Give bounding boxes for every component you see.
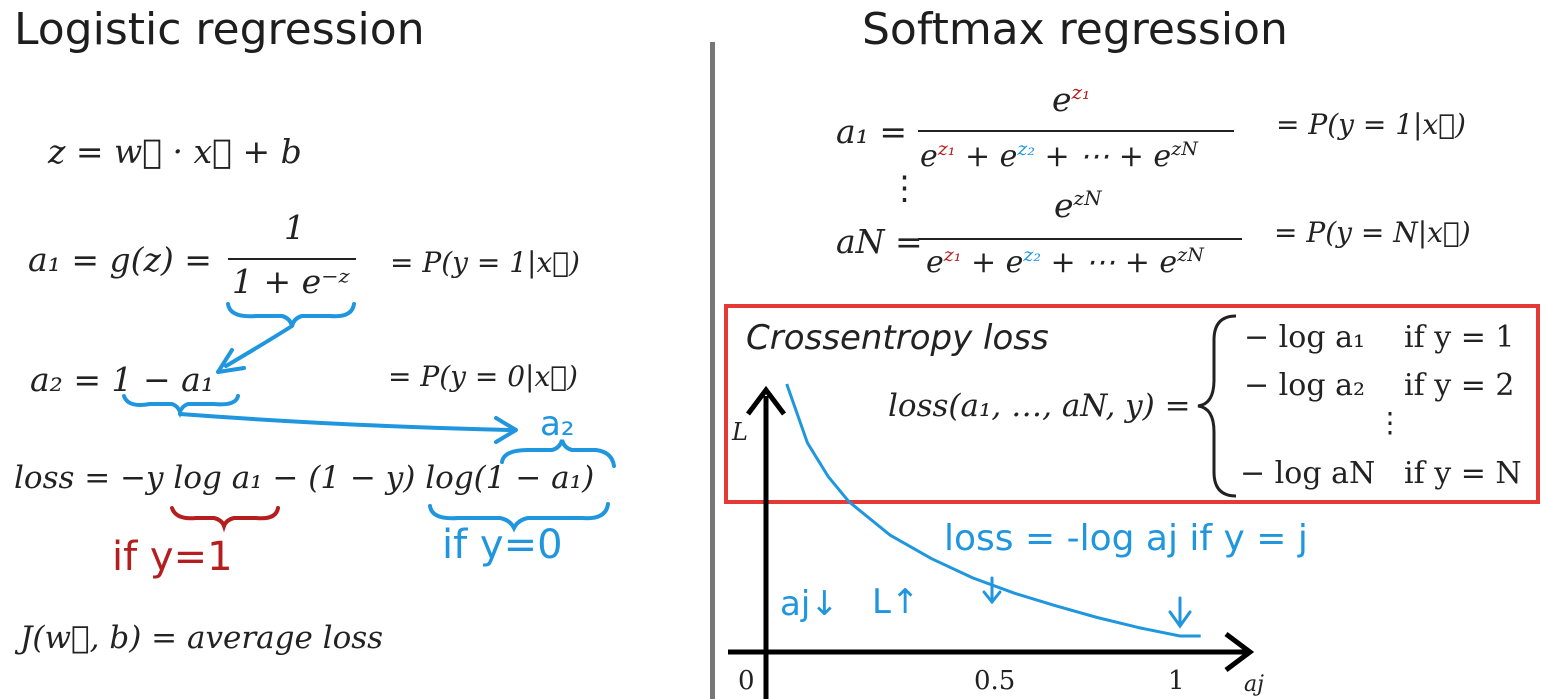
softmax-aN-fraction-bar xyxy=(918,238,1242,240)
eq-a1-denominator: 1 + e⁻ᶻ xyxy=(232,262,350,301)
softmax-aN-prob: = P(y = N|x⃗) xyxy=(1274,216,1471,249)
arrowhead-a2 xyxy=(216,348,246,374)
loss-curve xyxy=(785,383,1201,638)
eq-a2: a₂ = 1 − a₁ xyxy=(30,360,215,399)
x-tick-0.5: 0.5 xyxy=(974,666,1016,696)
arrow-down-end xyxy=(1168,596,1192,629)
softmax-a1-denominator: ez₁ + ez₂ + ⋯ + ezN xyxy=(920,138,1198,174)
note-if-y0: if y=0 xyxy=(442,522,563,568)
softmax-a1-numerator: ez₁ xyxy=(1052,80,1091,119)
note-if-y1: if y=1 xyxy=(112,534,233,580)
softmax-aN-denominator: ez₁ + ez₂ + ⋯ + ezN xyxy=(926,244,1204,280)
right-title: Softmax regression xyxy=(862,4,1288,55)
arrow-to-a2 xyxy=(224,324,294,368)
eq-a1-fraction-bar xyxy=(228,258,356,260)
note-loss-neg-log: loss = -log aj if y = j xyxy=(944,518,1308,559)
eq-a1-lhs: a₁ = g(z) = xyxy=(28,240,212,279)
crossentropy-title: Crossentropy loss xyxy=(746,318,1049,358)
vertical-dots: ⋮ xyxy=(888,168,921,207)
vertical-divider xyxy=(710,42,715,699)
case-N-expr: − log aN xyxy=(1240,456,1376,491)
blue-brace-under-log xyxy=(428,502,610,533)
crossentropy-box xyxy=(724,304,1540,504)
case-1-cond: if y = 1 xyxy=(1404,320,1515,355)
left-title: Logistic regression xyxy=(14,4,425,55)
brace-over-1-a1 xyxy=(500,439,616,468)
eq-z: z = w⃗ · x⃗ + b xyxy=(48,132,302,171)
eq-J: J(w⃗, b) = average loss xyxy=(20,620,384,656)
case-2-expr: − log a₂ xyxy=(1244,368,1365,403)
case-2-cond: if y = 2 xyxy=(1404,368,1515,403)
red-brace xyxy=(170,506,280,533)
note-L-up: L↑ xyxy=(872,582,920,622)
arrow-down-loss xyxy=(982,576,1002,605)
case-dots: ⋮ xyxy=(1376,406,1404,439)
loss-lhs: loss(a₁, …, aN, y) = xyxy=(888,388,1191,424)
x-tick-1: 1 xyxy=(1168,666,1185,696)
y-axis-arrowhead xyxy=(746,385,786,416)
case-1-expr: − log a₁ xyxy=(1244,320,1365,355)
softmax-a1-prob: = P(y = 1|x⃗) xyxy=(1276,108,1466,141)
softmax-a1-fraction-bar xyxy=(918,130,1234,132)
x-axis-label: aj xyxy=(1244,672,1264,697)
eq-a2-prob: = P(y = 0|x⃗) xyxy=(388,360,578,393)
case-N-cond: if y = N xyxy=(1404,456,1522,491)
eq-a1-prob: = P(y = 1|x⃗) xyxy=(390,246,580,279)
eq-loss: loss = −y log a₁ − (1 − y) log(1 − a₁) xyxy=(14,460,595,496)
brace-under-1-a1 xyxy=(122,394,240,419)
softmax-aN-numerator: ezN xyxy=(1054,186,1102,225)
x-axis-arrowhead xyxy=(1224,632,1255,672)
softmax-aN-lhs: aN = xyxy=(836,222,923,261)
arrow-long xyxy=(178,412,512,432)
arrowhead-long xyxy=(494,416,518,444)
softmax-a1-lhs: a₁ = xyxy=(836,112,908,151)
note-aj-down: aj↓ xyxy=(780,584,839,624)
y-axis-label: L xyxy=(732,418,748,446)
eq-a1-numerator: 1 xyxy=(284,208,305,247)
note-a2: a₂ xyxy=(540,404,575,444)
x-tick-0: 0 xyxy=(738,666,755,696)
